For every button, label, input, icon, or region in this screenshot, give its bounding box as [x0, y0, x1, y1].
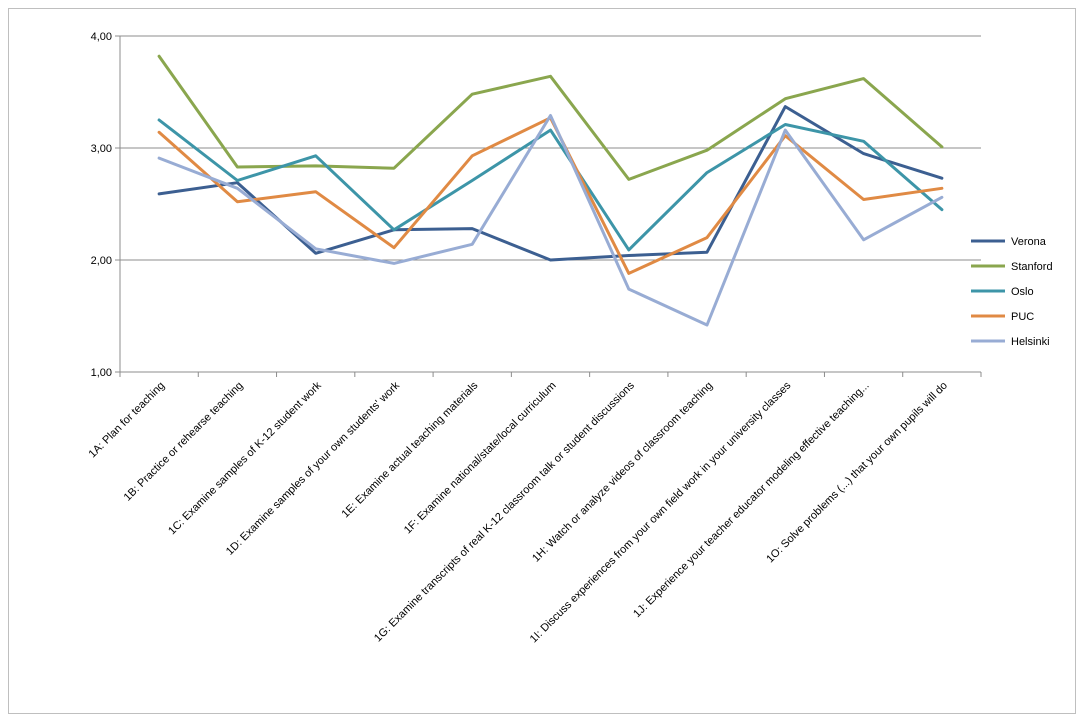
legend-label-verona: Verona [1011, 236, 1047, 248]
legend: Verona Stanford Oslo PUC Helsinki [971, 236, 1053, 348]
x-tick-label: 1D: Examine samples of your own students… [224, 379, 402, 557]
legend-label-helsinki: Helsinki [1011, 336, 1050, 348]
x-tick-label: 1E: Examine actual teaching materials [340, 379, 481, 520]
x-tick-label: 1H: Watch or analyze videos of classroom… [530, 380, 715, 565]
x-tick-label: 1O: Solve problems (...) that your own p… [764, 380, 950, 566]
x-tick-label: 1I: Discuss experiences from your own fi… [528, 379, 794, 645]
series-line-puc [157, 116, 944, 275]
x-tick-label: 1F: Examine national/state/local curricu… [402, 380, 559, 537]
gridlines [120, 35, 981, 373]
series-line-stanford [157, 54, 944, 181]
line-chart: 1,00 2,00 3,00 4,00 1A: Plan for teaching1B… [87, 31, 1053, 645]
series-line-oslo [157, 118, 944, 252]
legend-label-stanford: Stanford [1011, 261, 1053, 273]
y-tick-label: 4,00 [91, 31, 112, 43]
chart-frame: 1,00 2,00 3,00 4,00 1A: Plan for teaching 1B… [8, 8, 1076, 714]
x-tick-label: 1A: Plan for teaching [87, 380, 168, 461]
legend-label-oslo: Oslo [1011, 286, 1034, 298]
y-axis: 1,00 2,00 3,00 4,00 [91, 31, 121, 379]
y-tick-label: 1,00 [91, 367, 112, 379]
y-tick-label: 2,00 [91, 255, 112, 267]
series-lines [157, 54, 944, 327]
y-tick-label: 3,00 [91, 143, 112, 155]
x-tick-label: 1C: Examine samples of K-12 student work [166, 379, 324, 537]
x-tick-label: 1G: Examine transcripts of real K-12 cla… [372, 379, 637, 644]
series-line-helsinki [157, 114, 944, 327]
legend-label-puc: PUC [1011, 311, 1034, 323]
